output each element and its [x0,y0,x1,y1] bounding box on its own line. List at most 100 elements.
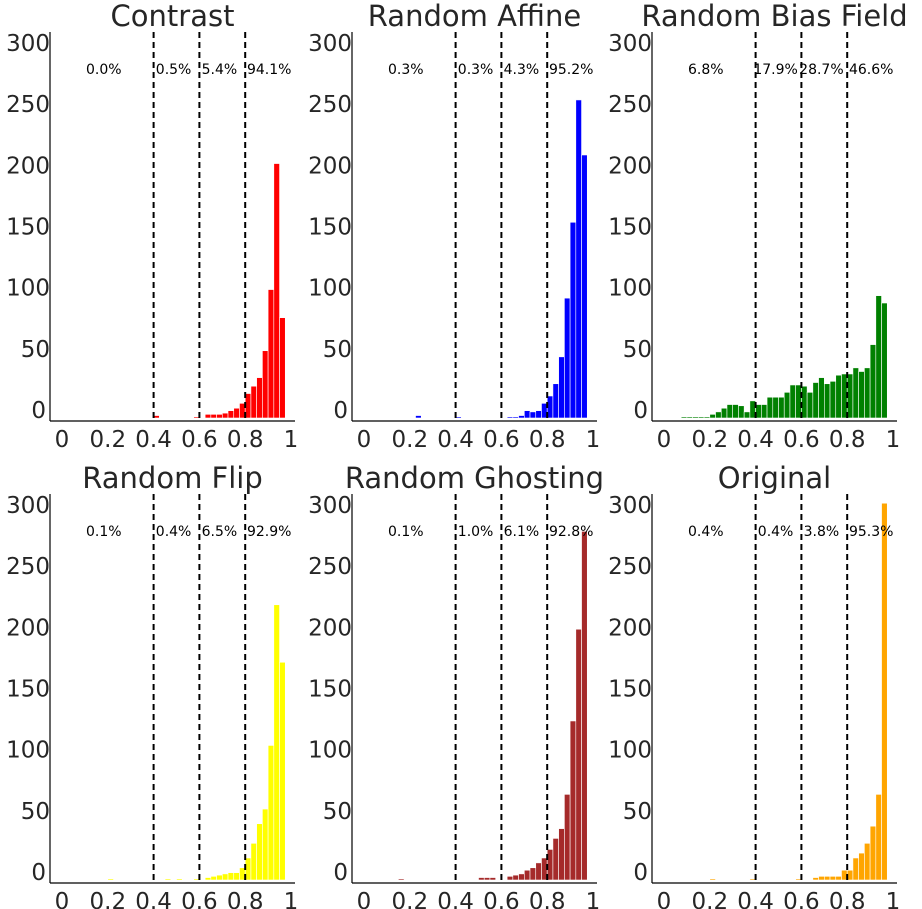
region-percentage-label: 1.0% [458,524,494,540]
x-tick-label: 0.4 [437,889,474,909]
x-tick-label: 0.4 [135,889,172,909]
x-tick-label: 0.6 [783,889,820,909]
y-tick-label: 50 [623,337,652,363]
histogram-bar [529,411,537,419]
x-tick-label: 0.4 [737,889,774,909]
histogram-bar [766,396,774,419]
x-tick-label: 0.4 [135,427,172,453]
histogram-bar [512,416,519,419]
y-tick-label: 250 [6,554,50,580]
x-tick-label: 0.2 [692,427,729,453]
histogram-bar [692,416,699,419]
histogram-bar [715,411,722,419]
histogram-bar [569,720,577,881]
histogram-bar [552,383,559,419]
histogram-panel-4: Random Ghosting 0.1% 1.0% 6.1% 92.8% 0 0.2 0.4 0… [308,461,604,909]
y-tick-label: 0 [31,860,46,886]
x-tick-label: 0 [357,889,372,909]
histogram-bar [680,416,688,419]
histogram-bar [869,344,877,419]
region-percentage-label: 95.2% [549,62,593,78]
y-tick-label: 150 [308,215,352,241]
histogram-bar [818,876,825,881]
y-tick-label: 150 [6,215,50,241]
x-tick-label: 0 [357,427,372,453]
histogram-bar [869,825,877,881]
x-tick-label: 0.2 [692,889,729,909]
histogram-bar [273,163,280,419]
x-tick-label: 0.8 [227,427,264,453]
histogram-bar [581,154,588,419]
histogram-bar [852,367,859,419]
histogram-bar [875,794,882,881]
x-tick-label: 0.6 [181,427,218,453]
x-tick-label: 0.6 [483,427,520,453]
histogram-bar [709,878,716,881]
x-tick-label: 1 [586,889,601,909]
histogram-bar [262,808,269,881]
histogram-bar [506,876,514,881]
panel-title: Contrast [111,0,235,33]
y-tick-label: 200 [308,615,352,641]
region-percentage-label: 0.4% [156,524,192,540]
histogram-bar [204,414,212,419]
histogram-bar [256,377,263,419]
x-tick-label: 0.2 [90,889,127,909]
panel-title: Random Flip [82,461,263,495]
histogram-bar [164,878,172,881]
y-tick-label: 150 [308,677,352,703]
histogram-bar [216,414,223,419]
histogram-panel-1: Random Affine 0.3% 0.3% 4.3% 95.2% 0 0.2 0.4 0.6… [308,0,600,453]
y-tick-label: 100 [608,738,652,764]
y-tick-label: 200 [608,153,652,179]
y-tick-label: 300 [608,31,652,57]
region-percentage-label: 94.1% [247,62,291,78]
region-percentage-label: 3.8% [804,524,840,540]
histogram-bar [778,396,785,419]
histogram-bar [812,877,819,881]
x-tick-label: 0.2 [392,889,429,909]
histogram-bar [835,876,842,881]
histogram-bar [569,221,577,419]
histogram-bar [262,350,269,419]
histogram-bar [703,416,711,419]
histogram-bar [818,377,825,419]
histogram-bar [267,289,275,419]
histogram-bar [489,877,496,881]
region-percentage-label: 92.8% [549,524,593,540]
y-tick-label: 200 [6,153,50,179]
x-tick-label: 1 [886,889,901,909]
region-percentage-label: 6.1% [504,524,540,540]
histogram-bar [227,410,235,419]
y-tick-label: 300 [308,31,352,57]
y-tick-label: 250 [308,92,352,118]
panel-title: Random Affine [368,0,581,33]
histogram-bar [881,502,888,881]
histogram-bar [478,877,485,881]
region-percentage-label: 0.4% [688,524,724,540]
histogram-bar [523,869,531,881]
y-tick-label: 0 [333,860,348,886]
histogram-bar [789,384,796,419]
region-percentage-label: 5.4% [202,62,238,78]
x-tick-label: 0.8 [829,889,866,909]
histogram-bar [535,862,542,881]
x-tick-label: 0.4 [437,427,474,453]
histogram-bar [829,380,837,419]
histogram-bar [107,878,114,881]
histogram-bar [233,407,240,419]
region-percentage-label: 0.3% [458,62,494,78]
histogram-bar [783,392,791,419]
x-tick-label: 1 [586,427,601,453]
x-tick-label: 0.2 [392,427,429,453]
histogram-bar [575,99,582,419]
y-tick-label: 100 [608,276,652,302]
histogram-bar [835,374,842,419]
histogram-bar [210,876,217,881]
x-tick-label: 1 [284,889,299,909]
y-tick-label: 150 [6,677,50,703]
region-percentage-label: 4.3% [504,62,540,78]
histogram-bar [806,392,814,419]
histogram-bar [483,877,491,881]
